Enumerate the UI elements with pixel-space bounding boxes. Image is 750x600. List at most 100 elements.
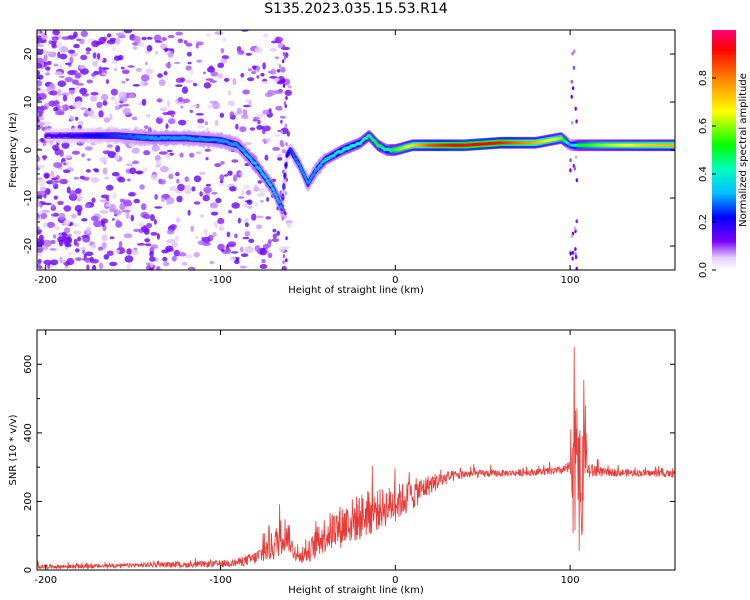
spectrogram-speckle bbox=[98, 262, 104, 270]
spectrogram-speckle bbox=[37, 232, 41, 235]
spectrogram-speckle bbox=[72, 230, 82, 235]
spectrogram-speckle bbox=[216, 73, 224, 79]
spectrogram-speckle bbox=[274, 56, 280, 60]
spectrogram-speckle bbox=[154, 257, 159, 263]
spectrogram-speckle bbox=[37, 74, 44, 80]
spectrogram-speckle bbox=[143, 150, 151, 156]
spectrogram-speckle bbox=[68, 49, 75, 54]
spectrogram-speckle bbox=[128, 93, 135, 98]
spectrogram-speckle bbox=[573, 49, 576, 54]
spectrogram-speckle bbox=[73, 43, 80, 49]
spectrogram-speckle bbox=[61, 231, 68, 239]
spectrogram-speckle bbox=[247, 77, 255, 82]
spectrogram-speckle bbox=[66, 233, 72, 237]
spectrogram-speckle bbox=[229, 186, 237, 192]
spectrogram-speckle bbox=[90, 258, 99, 264]
spectrogram-speckle bbox=[177, 96, 184, 103]
spectrogram-speckle bbox=[281, 46, 290, 51]
spectrogram-speckle bbox=[175, 77, 183, 84]
spectrogram-speckle bbox=[569, 168, 572, 173]
spectrogram-speckle bbox=[44, 202, 52, 206]
spectrogram-speckle bbox=[37, 48, 42, 55]
spectrogram-speckle bbox=[214, 119, 219, 127]
spectrogram-x-tick-label: 100 bbox=[561, 275, 580, 286]
spectrogram-speckle bbox=[52, 30, 60, 36]
spectrogram-ridge-core bbox=[295, 157, 298, 161]
spectrogram-speckle bbox=[74, 72, 82, 79]
spectrogram-speckle bbox=[240, 253, 249, 258]
spectrogram-speckle bbox=[43, 239, 52, 247]
spectrogram-speckle bbox=[123, 30, 133, 34]
chart-title: S135.2023.035.15.53.R14 bbox=[264, 1, 448, 17]
spectrogram-speckle bbox=[80, 107, 87, 110]
spectrogram-speckle bbox=[104, 176, 110, 180]
spectrogram-speckle bbox=[115, 32, 125, 37]
spectrogram-speckle bbox=[87, 158, 91, 161]
spectrogram-speckle bbox=[262, 128, 266, 135]
spectrogram-speckle bbox=[96, 101, 103, 109]
spectrogram-speckle bbox=[156, 233, 160, 240]
spectrogram-speckle bbox=[243, 141, 252, 146]
spectrogram-speckle bbox=[98, 66, 102, 74]
spectrogram-x-tick-label: 0 bbox=[392, 275, 398, 286]
spectrogram-speckle bbox=[227, 170, 233, 176]
spectrogram-speckle bbox=[91, 40, 100, 48]
spectrogram-speckle bbox=[37, 190, 46, 196]
spectrogram-speckle bbox=[175, 217, 181, 223]
spectrogram-speckle bbox=[83, 176, 90, 181]
spectrogram-speckle bbox=[79, 175, 85, 180]
spectrogram-speckle bbox=[72, 102, 78, 108]
spectrogram-speckle bbox=[281, 143, 285, 147]
spectrogram-speckle bbox=[284, 89, 292, 96]
spectrogram-speckle bbox=[165, 123, 169, 129]
spectrogram-speckle bbox=[245, 99, 250, 103]
spectrogram-speckle bbox=[256, 125, 264, 130]
spectrogram-speckle bbox=[174, 61, 181, 65]
spectrogram-speckle bbox=[150, 232, 158, 236]
spectrogram-speckle bbox=[285, 258, 288, 263]
spectrogram-speckle bbox=[254, 202, 259, 207]
spectrogram-speckle bbox=[57, 80, 67, 87]
spectrogram-speckle bbox=[267, 89, 276, 96]
spectrogram-speckle bbox=[141, 203, 147, 211]
spectrogram-speckle bbox=[178, 252, 187, 257]
spectrogram-speckle bbox=[158, 79, 166, 86]
spectrogram-speckle bbox=[236, 107, 242, 114]
spectrogram-speckle bbox=[121, 80, 126, 84]
spectrogram-speckle bbox=[123, 233, 133, 239]
spectrogram-speckle bbox=[74, 204, 83, 213]
spectrogram-speckle bbox=[155, 117, 163, 124]
spectrogram-speckle bbox=[143, 82, 149, 86]
spectrogram-speckle bbox=[92, 264, 97, 270]
spectrogram-speckle bbox=[146, 114, 151, 118]
spectrogram-speckle bbox=[175, 84, 183, 87]
spectrogram-speckle bbox=[37, 87, 41, 91]
spectrogram-speckle bbox=[52, 144, 59, 151]
spectrogram-speckle bbox=[180, 105, 184, 109]
spectrogram-speckle bbox=[249, 127, 256, 131]
spectrogram-speckle bbox=[220, 223, 224, 230]
spectrogram-speckle bbox=[37, 226, 40, 230]
spectrogram-speckle bbox=[75, 82, 84, 86]
spectrogram-speckle bbox=[125, 212, 130, 219]
spectrogram-speckle bbox=[135, 67, 142, 73]
spectrogram-speckle bbox=[144, 61, 148, 66]
spectrogram-speckle bbox=[106, 250, 114, 256]
spectrogram-speckle bbox=[97, 246, 104, 251]
spectrogram-speckle bbox=[85, 47, 92, 52]
spectrogram-speckle bbox=[183, 98, 191, 104]
spectrogram-speckle bbox=[228, 210, 233, 214]
spectrogram-speckle bbox=[41, 209, 50, 213]
spectrogram-speckle bbox=[193, 201, 201, 205]
spectrogram-ridge-core bbox=[319, 163, 322, 168]
snr-y-tick-label: 200 bbox=[23, 492, 34, 511]
spectrogram-speckle bbox=[224, 174, 229, 177]
spectrogram-speckle bbox=[282, 260, 285, 264]
spectrogram-speckle bbox=[214, 163, 222, 168]
spectrogram-speckle bbox=[243, 185, 250, 190]
spectrogram-speckle bbox=[91, 197, 96, 203]
spectrogram-speckle bbox=[251, 213, 257, 221]
spectrogram-speckle bbox=[59, 75, 65, 79]
spectrogram-speckle bbox=[575, 178, 578, 183]
spectrogram-speckle bbox=[105, 79, 109, 84]
